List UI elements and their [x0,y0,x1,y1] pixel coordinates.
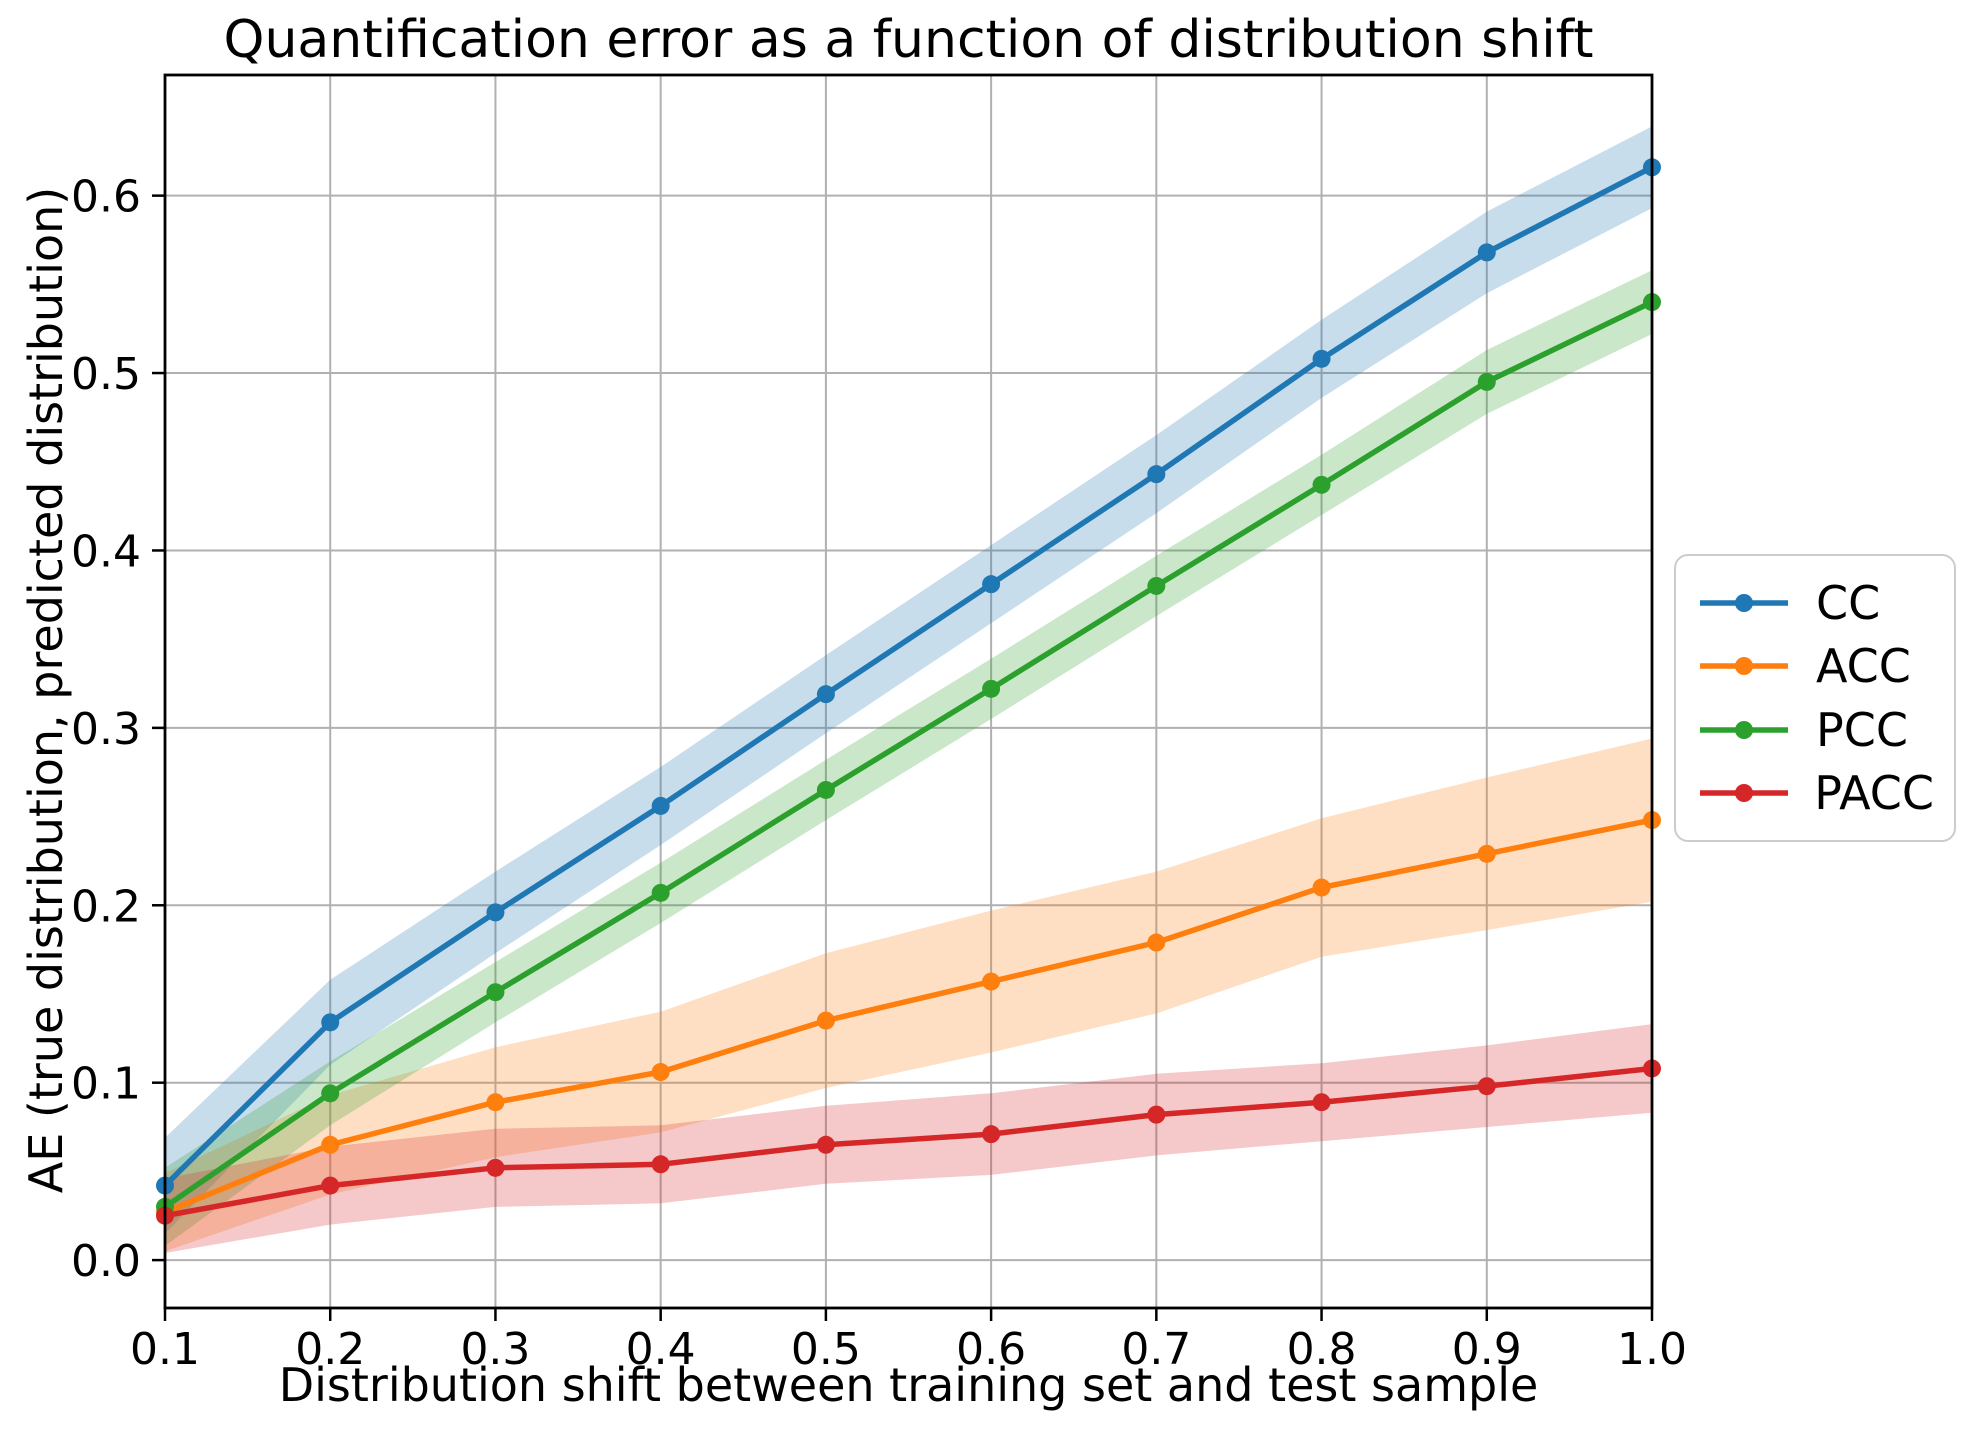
band-cc [165,126,1652,1234]
line-cc [162,164,1655,1189]
x-tick-label: 0.3 [460,1324,530,1375]
band-pcc [165,270,1652,1246]
data-point [1312,475,1331,494]
data-point [1477,243,1496,262]
data-point [1477,844,1496,863]
data-point [486,903,505,922]
data-point [651,1155,670,1174]
x-tick-label: 0.5 [791,1324,861,1375]
data-point [982,972,1001,991]
data-point [982,679,1001,698]
y-tick-label: 0.4 [71,526,141,577]
data-point [651,796,670,815]
legend: CC ACC PCC PACC [1674,554,1956,842]
x-axis-label: Distribution shift between training set … [278,1358,1539,1412]
line-pcc [162,299,1655,1210]
y-tick-label: 0.2 [71,881,141,932]
data-point [816,685,835,704]
markers-pcc [156,293,1661,1216]
data-point [1312,878,1331,897]
y-tick-label: 0.3 [71,704,141,755]
legend-item-cc: CC [1698,580,1934,626]
data-point [1147,576,1166,595]
x-tick-label: 0.8 [1287,1324,1357,1375]
data-point [486,1158,505,1177]
data-point [1147,465,1166,484]
markers-cc [156,158,1661,1195]
data-point [816,1135,835,1154]
y-axis-label: AE (true distribution, predicted distrib… [19,186,73,1194]
data-point [816,1011,835,1030]
x-tick-label: 0.2 [295,1324,365,1375]
legend-line-sample-icon [1700,784,1788,803]
data-point [321,1084,340,1103]
x-tick-label: 1.0 [1617,1324,1687,1375]
legend-line-sample-icon [1700,593,1788,612]
y-tick-label: 0.0 [71,1236,141,1287]
line-acc [162,817,1655,1215]
line-pacc [162,1065,1655,1219]
data-point [1477,1077,1496,1096]
legend-label: PACC [1814,766,1934,821]
data-point [651,1063,670,1082]
legend-item-pcc: PCC [1698,707,1934,753]
x-tick-label: 0.1 [130,1324,200,1375]
data-point [486,983,505,1002]
data-point [982,575,1001,594]
data-point [321,1013,340,1032]
data-point [1312,1093,1331,1112]
x-tick-label: 0.4 [626,1324,696,1375]
markers-pacc [156,1059,1661,1225]
data-point [982,1125,1001,1144]
legend-line-sample-icon [1700,720,1788,739]
y-tick-label: 0.5 [71,349,141,400]
data-point [1477,372,1496,391]
legend-label: CC [1816,575,1881,630]
data-point [651,883,670,902]
x-tick-label: 0.7 [1121,1324,1191,1375]
x-tick-label: 0.6 [956,1324,1026,1375]
ticks [152,194,1654,1321]
data-point [321,1176,340,1195]
data-point [486,1093,505,1112]
chart-title: Quantification error as a function of di… [223,10,1594,70]
data-point [1147,1105,1166,1124]
y-tick-label: 0.1 [71,1059,141,1110]
band-acc [165,738,1652,1252]
data-point [321,1135,340,1154]
legend-label: PCC [1816,702,1908,757]
y-tick-label: 0.6 [71,172,141,223]
plot-border [163,73,1654,1310]
data-point [1147,933,1166,952]
tick-labels: 0.1 0.2 0.3 0.4 0.5 0.6 0.7 0.8 0.9 1.0 0.0 0.1 0.2 0… [71,172,1687,1375]
legend-line-sample-icon [1700,657,1788,676]
x-tick-label: 0.9 [1452,1324,1522,1375]
data-point [816,780,835,799]
legend-item-pacc: PACC [1698,770,1934,816]
legend-label: ACC [1816,639,1911,694]
legend-item-acc: ACC [1698,643,1934,689]
data-point [1312,349,1331,368]
